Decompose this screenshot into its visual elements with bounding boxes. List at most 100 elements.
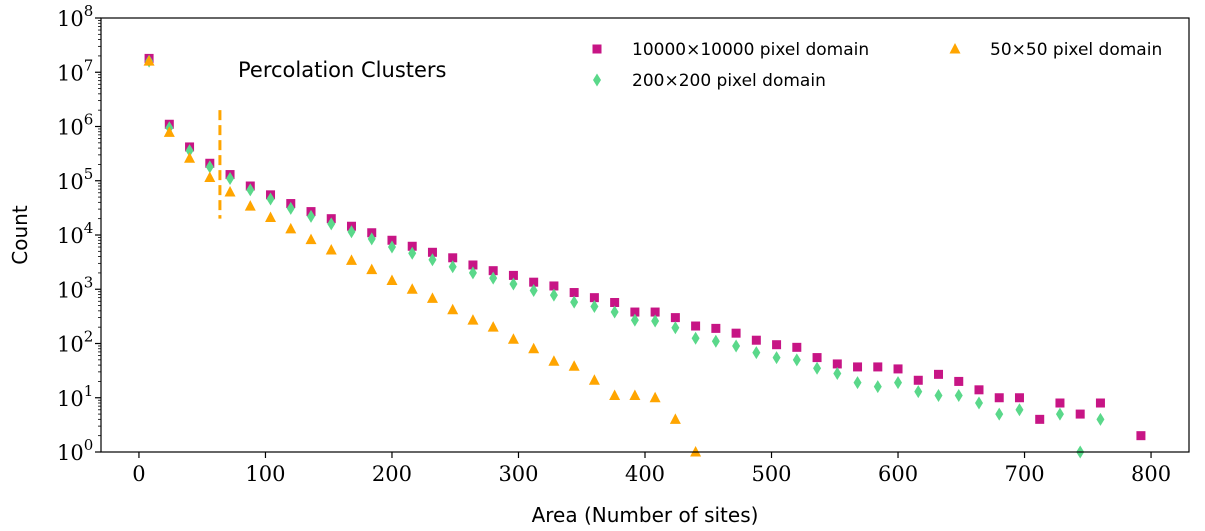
data-point [711,323,721,333]
data-point [246,183,255,197]
data-point [772,351,781,365]
data-point [467,314,479,325]
data-point [691,321,701,331]
data-point [974,396,983,410]
legend-label: 10000×10000 pixel domain [632,40,869,60]
x-tick-label: 800 [1131,462,1171,486]
data-point [995,407,1004,421]
data-point [549,281,559,291]
data-point [448,260,457,274]
data-point [265,211,277,223]
y-tick-label: 101 [57,382,93,411]
data-point [489,271,498,285]
data-point [1035,414,1045,424]
data-point [307,209,316,223]
legend-label: 50×50 pixel domain [990,40,1162,60]
data-layer [143,53,1146,459]
data-point [448,253,458,263]
data-point [629,389,641,401]
data-point [833,366,842,380]
data-point [752,346,761,360]
y-axis-title: Count [8,205,32,265]
data-point [630,313,639,327]
legend-marker [593,73,601,87]
data-point [408,246,417,260]
data-point [1055,407,1064,421]
data-point [792,353,801,367]
annotation-text: Percolation Clusters [238,58,446,82]
data-point [447,303,459,315]
data-point [649,391,661,403]
data-point [630,307,640,317]
data-point [1015,403,1024,417]
data-point [772,340,782,350]
data-point [588,374,600,385]
series-diamond [145,54,1105,459]
data-point [305,233,317,245]
data-point [610,297,620,307]
series-square [144,53,1146,441]
data-point [954,376,964,386]
x-tick-label: 700 [1004,462,1044,486]
data-point [914,385,923,399]
legend-item: 50×50 pixel domain [949,40,1162,60]
data-point [569,288,579,298]
data-point [994,393,1004,403]
data-point [528,342,540,354]
data-point [426,292,438,303]
data-point [406,283,418,294]
data-point [507,333,519,344]
data-point [934,369,944,379]
data-point [1014,393,1024,403]
data-point [913,375,923,385]
data-point [386,274,398,285]
data-point [185,144,194,158]
data-point [873,362,883,372]
data-point [387,235,397,245]
data-point [204,171,216,182]
data-point [548,355,560,366]
y-axis: 100 101 102 103 104 105 106 107 108 [57,2,101,465]
x-tick-label: 400 [625,462,665,486]
series-triangle [143,55,702,457]
data-point [568,360,580,371]
y-tick-label: 106 [57,111,93,140]
data-point [610,305,619,319]
data-point [143,55,155,66]
plot-area [100,17,1190,459]
data-point [224,186,236,197]
data-point [387,240,396,254]
data-point [407,241,417,251]
data-point [508,270,518,280]
x-tick-label: 500 [751,462,791,486]
data-point [1095,398,1105,408]
data-point [832,359,842,369]
data-point [549,288,558,302]
data-point [570,295,579,309]
y-tick-label: 107 [57,56,93,85]
data-point [751,335,761,345]
data-point [427,247,437,257]
data-point [590,300,599,314]
data-point [1096,412,1105,426]
data-point [285,222,297,234]
data-point [691,331,700,345]
data-point [609,389,621,401]
data-point [732,339,741,353]
data-point [487,321,499,332]
data-point [325,243,337,255]
data-point [1055,398,1065,408]
data-point [367,232,376,246]
legend: 10000×10000 pixel domain 200×200 pixel do… [592,40,1162,91]
x-tick-label: 600 [878,462,918,486]
legend-item: 200×200 pixel domain [593,71,826,91]
data-point [670,313,680,323]
data-point [894,376,903,390]
data-point [690,446,702,457]
y-tick-label: 108 [57,2,93,31]
data-point [244,200,256,211]
legend-marker [949,43,961,54]
data-point [226,172,235,186]
data-point [529,277,539,287]
